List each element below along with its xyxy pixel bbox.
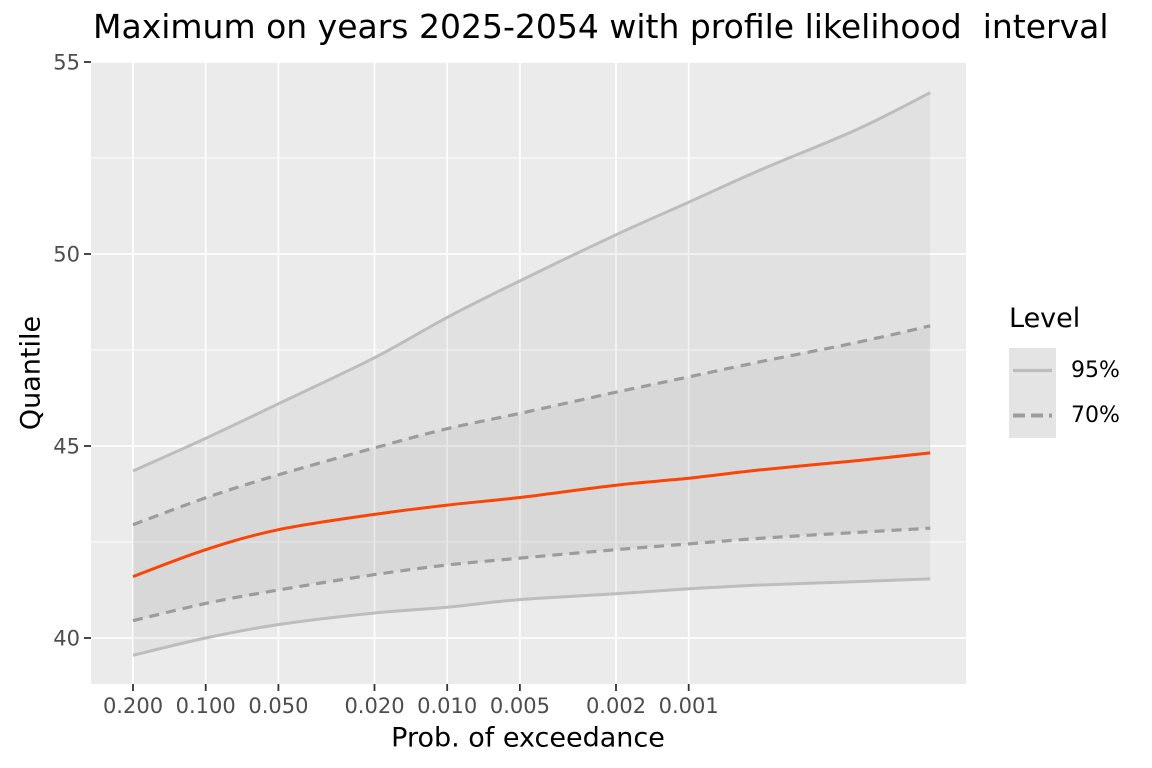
- y-tick-label: 50: [53, 243, 80, 267]
- legend-key-solid-line-icon: [1009, 348, 1056, 393]
- x-tick-label: 0.050: [248, 694, 308, 718]
- y-tick-label: 55: [53, 51, 80, 75]
- x-tick-label: 0.010: [417, 694, 477, 718]
- series-line-ci70_lower: [132, 526, 931, 623]
- confidence-band95: [133, 92, 931, 656]
- x-tick-label: 0.100: [176, 694, 236, 718]
- legend-entries: 95% 70%: [1009, 348, 1120, 438]
- legend-title: Level: [1009, 303, 1081, 334]
- legend-entry-label: 70%: [1071, 403, 1120, 428]
- y-tick-label: 45: [53, 435, 80, 459]
- panel-background: [91, 62, 966, 684]
- series-line-ci70_upper: [132, 324, 931, 527]
- x-tick-label: 0.200: [103, 694, 163, 718]
- x-axis-title: Prob. of exceedance: [391, 722, 665, 754]
- legend: Level 95% 70%: [1009, 303, 1120, 438]
- chart-title: Maximum on years 2025-2054 with profile …: [93, 7, 1108, 46]
- x-tick-label: 0.002: [586, 694, 646, 718]
- x-tick-label: 0.001: [659, 694, 719, 718]
- legend-entry-95pct: 95%: [1009, 348, 1120, 393]
- legend-key-dashed-line-icon: [1009, 393, 1056, 438]
- legend-entry-70pct: 70%: [1009, 393, 1120, 438]
- legend-entry-label: 95%: [1071, 358, 1120, 383]
- x-tick-label: 0.005: [490, 694, 550, 718]
- confidence-band70: [133, 325, 931, 621]
- x-tick-label: 0.020: [344, 694, 404, 718]
- y-tick-label: 40: [53, 627, 80, 651]
- panel-content: [91, 62, 966, 684]
- series-line-estimate: [132, 451, 931, 579]
- series-line-ci95_lower: [132, 577, 931, 657]
- series-line-ci95_upper: [132, 91, 931, 473]
